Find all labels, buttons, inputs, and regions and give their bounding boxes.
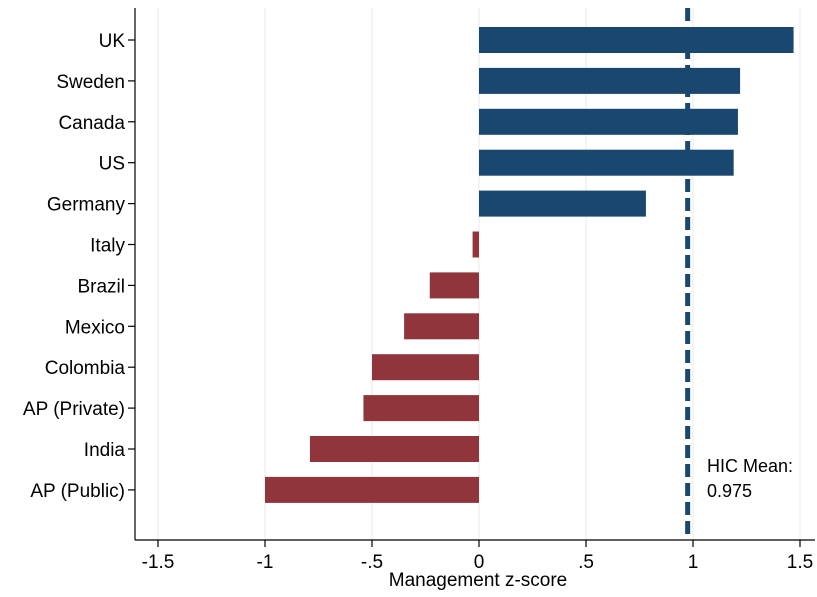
annotation-line-1: HIC Mean: xyxy=(707,456,793,476)
category-label: Colombia xyxy=(45,358,126,379)
axes xyxy=(134,8,815,541)
bars xyxy=(265,27,794,503)
bar xyxy=(363,395,479,422)
bar xyxy=(429,272,479,299)
bar xyxy=(472,231,479,258)
x-tick-label: -1 xyxy=(257,552,274,573)
bar xyxy=(479,27,794,53)
category-label: UK xyxy=(99,31,126,52)
x-tick-label: -.5 xyxy=(361,552,383,573)
category-labels: UK Sweden Canada US Germany Italy Brazil Mexico… xyxy=(23,31,135,502)
category-label: US xyxy=(99,154,125,175)
bar xyxy=(309,436,479,462)
x-ticks: -1.5 -1 -.5 0 .5 1 1.5 xyxy=(142,540,813,573)
annotation-hic-mean: HIC Mean: 0.975 xyxy=(707,456,798,501)
category-label: Italy xyxy=(90,236,125,257)
x-tick-label: -1.5 xyxy=(142,552,175,573)
x-axis-title: Management z-score xyxy=(389,570,567,591)
bar xyxy=(372,354,479,381)
category-label: AP (Public) xyxy=(30,481,125,502)
annotation-line-2: 0.975 xyxy=(707,481,752,501)
category-label: Mexico xyxy=(65,317,125,338)
category-label: Brazil xyxy=(77,276,125,297)
category-label: Sweden xyxy=(56,72,125,93)
x-tick-label: .5 xyxy=(578,552,594,573)
bar xyxy=(479,149,734,176)
category-label: AP (Private) xyxy=(23,399,125,420)
bar xyxy=(404,313,479,340)
bar xyxy=(479,190,646,217)
category-label: Canada xyxy=(58,113,125,134)
x-tick-label: 0 xyxy=(474,552,485,573)
bar xyxy=(479,108,738,135)
bar xyxy=(265,476,479,503)
grid-lines xyxy=(157,8,801,540)
category-label: India xyxy=(84,440,126,461)
category-label: Germany xyxy=(47,195,126,216)
x-tick-label: 1.5 xyxy=(787,552,813,573)
bar xyxy=(479,67,741,94)
x-tick-label: 1 xyxy=(688,552,699,573)
